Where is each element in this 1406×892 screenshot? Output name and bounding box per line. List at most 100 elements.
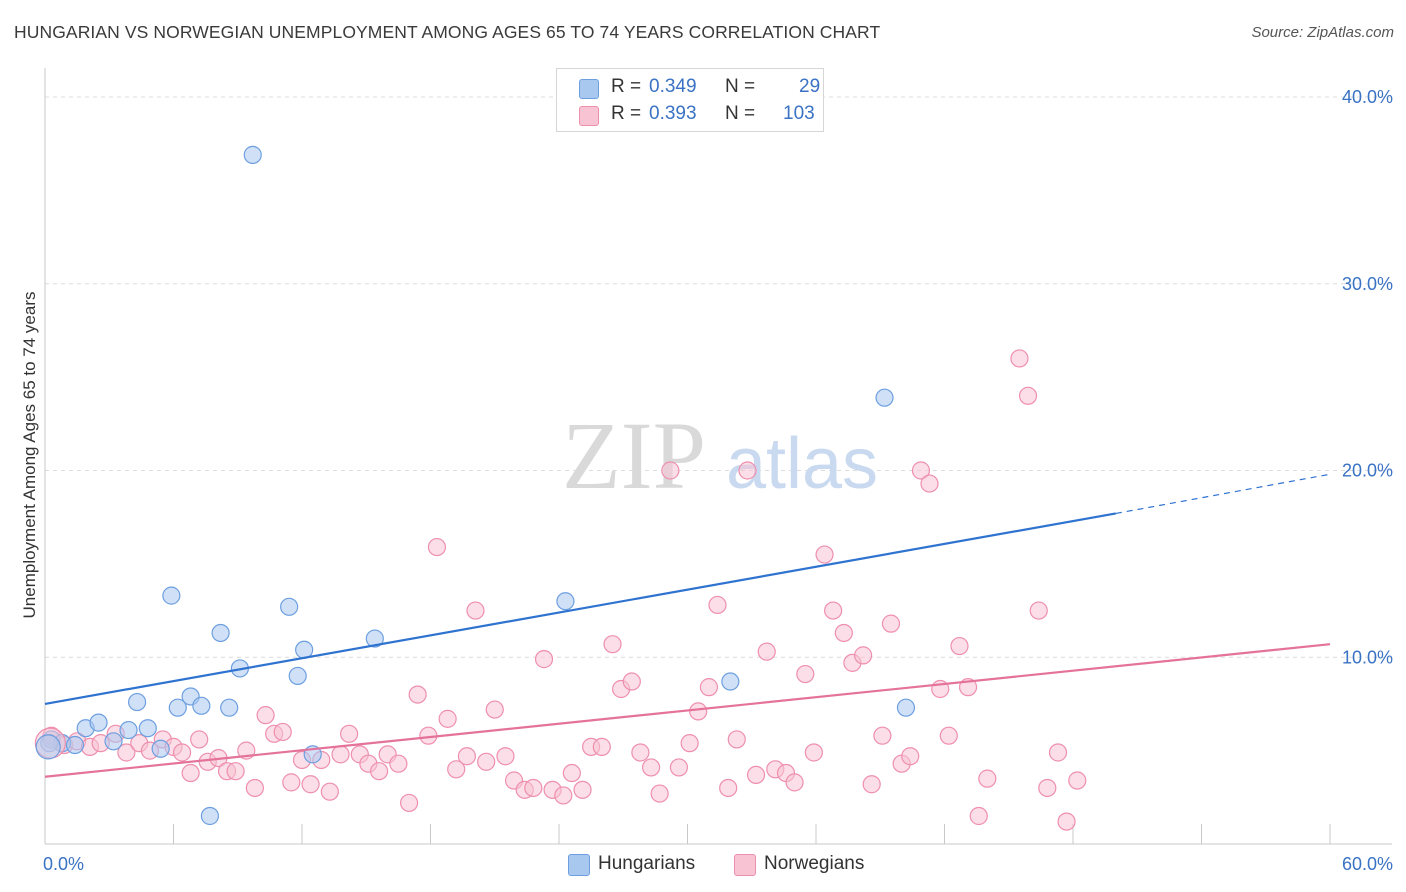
norwegians-point (320, 782, 339, 801)
norwegians-point (340, 724, 359, 743)
norwegians-point (1057, 812, 1076, 831)
norwegians-point (719, 778, 738, 798)
norwegians-point (727, 730, 746, 749)
watermark-zip: ZIP (562, 402, 706, 509)
norwegians-point (1010, 349, 1029, 368)
norwegians-point (1018, 386, 1038, 405)
r-label: R = (611, 76, 642, 97)
norwegians-point (757, 642, 776, 661)
gridlines (45, 96, 1392, 658)
norwegians-point (592, 737, 611, 756)
hungarians-point (556, 592, 575, 611)
x-tick-label: 0.0% (43, 854, 84, 874)
norwegians-swatch (579, 106, 599, 126)
hungarians-swatch (568, 854, 590, 876)
norwegians-point (562, 763, 581, 783)
norwegians-point (650, 784, 669, 803)
norwegians-point (427, 537, 447, 557)
norwegians-point (873, 726, 892, 745)
hungarians-point (200, 806, 220, 826)
norwegians-point (1048, 743, 1068, 762)
norwegians-point (738, 461, 757, 480)
n-label: N = (725, 76, 756, 97)
norwegians-swatch (734, 854, 756, 876)
norwegians-point (824, 601, 843, 620)
n-value: 29 (799, 76, 821, 97)
hungarians-point (220, 698, 239, 717)
hungarians-point (192, 696, 211, 715)
axes (44, 68, 1392, 845)
norwegians-point (978, 769, 997, 788)
hungarians-point (211, 623, 230, 643)
y-tick-label: 40.0% (1342, 87, 1393, 107)
r-value: 0.393 (649, 103, 697, 124)
norwegians-point (862, 775, 881, 794)
hungarians-trend-extension (1115, 473, 1331, 515)
hungarians-point (151, 739, 170, 758)
hungarians-point (162, 586, 181, 605)
norwegians-point (181, 763, 200, 783)
hungarians-point (896, 698, 916, 717)
norwegians-point (273, 722, 292, 742)
hungarians-cluster-point (35, 734, 61, 760)
norwegians-point (785, 773, 804, 792)
norwegians-point (226, 762, 245, 781)
norwegians-point (370, 762, 389, 781)
norwegians-point (389, 754, 408, 773)
r-label: R = (611, 103, 642, 124)
hungarians-point (65, 735, 85, 755)
y-tick-label: 10.0% (1342, 647, 1393, 667)
legend-label: Hungarians (598, 853, 696, 874)
norwegians-point (661, 461, 680, 480)
norwegians-point (282, 773, 301, 792)
norwegians-point (457, 747, 477, 766)
hungarians-point (243, 145, 262, 164)
norwegians-point (746, 765, 766, 785)
norwegians-point (796, 664, 815, 684)
norwegians-point (969, 806, 988, 826)
x-tick-label: 60.0% (1342, 854, 1393, 874)
norwegians-point (641, 758, 661, 777)
n-value: 103 (783, 103, 815, 124)
norwegians-point (939, 726, 958, 745)
norwegians-point (496, 747, 515, 766)
hungarians-point (89, 713, 108, 732)
norwegians-point (689, 702, 708, 721)
norwegians-point (554, 786, 573, 805)
norwegians-point (1068, 771, 1087, 790)
hungarians-point (875, 388, 894, 407)
tick-labels: 10.0% 20.0% 30.0% 40.0% 0.0% 60.0% (43, 87, 1393, 874)
norwegians-point (622, 672, 641, 691)
norwegians-point (708, 595, 727, 615)
chart-title: HUNGARIAN VS NORWEGIAN UNEMPLOYMENT AMON… (14, 22, 881, 42)
norwegians-point (631, 743, 650, 762)
norwegians-point (1038, 778, 1057, 798)
norwegians-point (603, 635, 622, 654)
norwegians-point (804, 743, 823, 762)
hungarians-trend-line (44, 512, 1117, 706)
norwegians-point (477, 752, 496, 771)
legend-label: Norwegians (764, 853, 865, 874)
trend-lines (44, 473, 1331, 778)
hungarians-point (365, 629, 384, 648)
data-points (34, 145, 1087, 831)
norwegians-point (524, 778, 543, 798)
norwegians-trend-line (44, 643, 1331, 778)
hungarians-point (168, 698, 187, 717)
r-value: 0.349 (649, 76, 697, 97)
hungarians-swatch (579, 79, 599, 99)
norwegians-point (920, 474, 939, 493)
hungarians-point (119, 720, 138, 740)
norwegians-point (950, 636, 969, 656)
norwegians-point (172, 743, 192, 762)
norwegians-point (399, 793, 419, 813)
y-axis-label: Unemployment Among Ages 65 to 74 years (20, 291, 39, 619)
norwegians-point (1029, 601, 1048, 620)
norwegians-point (699, 678, 719, 697)
hungarians-point (721, 672, 740, 691)
norwegians-point (245, 778, 264, 798)
hungarians-point (104, 732, 123, 751)
norwegians-point (485, 700, 504, 719)
hungarians-point (280, 597, 299, 616)
